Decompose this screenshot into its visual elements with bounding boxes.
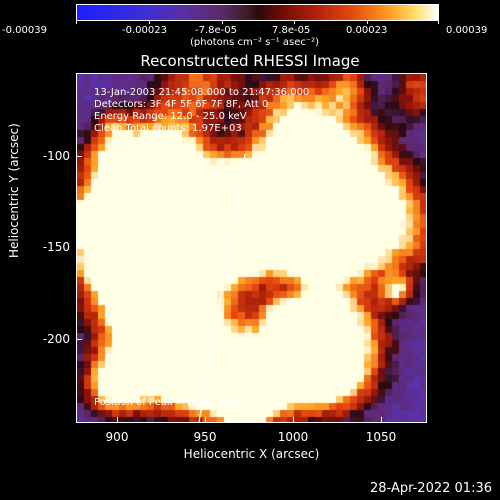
colorbar: [76, 4, 439, 21]
colorbar-tick: 0.00023: [346, 25, 388, 36]
info-counts: Clean Total counts: 1.97E+03: [94, 123, 242, 134]
plot-area: 13-Jan-2003 21:45:08.000 to 21:47:36.000…: [76, 73, 427, 423]
colorbar-tick: -0.00039: [2, 25, 47, 36]
colorbar-tick: 0.00039: [446, 25, 488, 36]
timestamp: 28-Apr-2022 01:36: [370, 481, 492, 496]
rhessi-image: [77, 74, 426, 422]
x-tick-label: 900: [105, 430, 129, 444]
x-axis-label: Heliocentric X (arcsec): [183, 447, 320, 461]
colorbar-tick: -7.8e-05: [195, 25, 237, 36]
colorbar-tick: -0.00023: [122, 25, 167, 36]
x-tick-label: 950: [193, 430, 217, 444]
limb-overlay: [198, 153, 246, 422]
y-axis-label: Heliocentric Y (arcsec): [7, 123, 21, 258]
info-detectors: Detectors: 3F 4F 5F 6F 7F 8F, Att 0: [94, 99, 269, 110]
y-tick-label: -100: [42, 149, 70, 163]
x-tick-label: 1000: [277, 430, 309, 444]
x-tick-label: 1050: [365, 430, 397, 444]
solar-limb-line: [198, 153, 246, 422]
info-time-range: 13-Jan-2003 21:45:08.000 to 21:47:36.000: [94, 87, 310, 98]
info-energy-range: Energy Range: 12.0 - 25.0 keV: [94, 111, 247, 122]
colorbar-tick: 7.8e-05: [272, 25, 311, 36]
peak-position-label: Position of Peak = [965,-130]: [94, 397, 241, 408]
colorbar-units: (photons cm⁻² s⁻¹ asec⁻²): [190, 37, 320, 48]
y-tick-label: -200: [42, 332, 70, 346]
plot-title: Reconstructed RHESSI Image: [140, 52, 360, 70]
y-axis-label-text: Heliocentric Y (arcsec): [7, 123, 21, 258]
y-tick-label: -150: [42, 240, 70, 254]
